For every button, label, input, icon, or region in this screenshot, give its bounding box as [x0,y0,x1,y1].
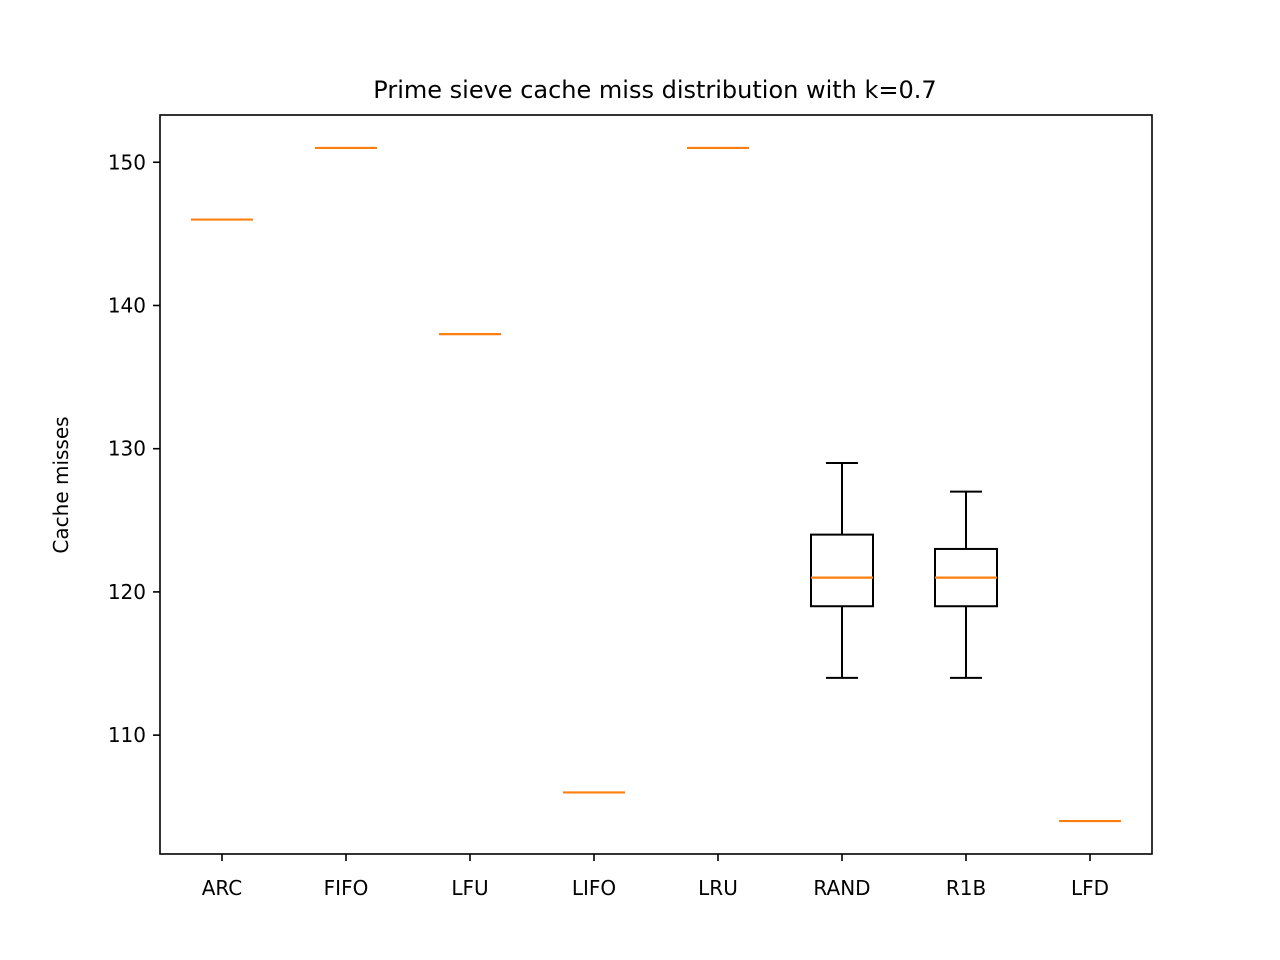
plot-frame [159,114,1153,855]
x-tick-label-lru: LRU [698,876,738,900]
x-tick-label-rand: RAND [813,876,870,900]
y-tick-label-130: 130 [108,437,146,461]
box-rand [810,533,874,608]
y-axis-label: Cache misses [49,416,73,553]
y-tick-label-150: 150 [108,150,146,174]
x-tick-label-lfu: LFU [451,876,488,900]
y-tick-label-110: 110 [108,723,146,747]
x-tick-label-arc: ARC [202,876,243,900]
x-tick-label-lfd: LFD [1071,876,1109,900]
y-tick-label-140: 140 [108,293,146,317]
y-tick-label-120: 120 [108,580,146,604]
x-tick-label-lifo: LIFO [572,876,616,900]
x-tick-label-fifo: FIFO [324,876,369,900]
chart-title: Prime sieve cache miss distribution with… [373,76,936,104]
x-tick-label-r1b: R1B [946,876,986,900]
